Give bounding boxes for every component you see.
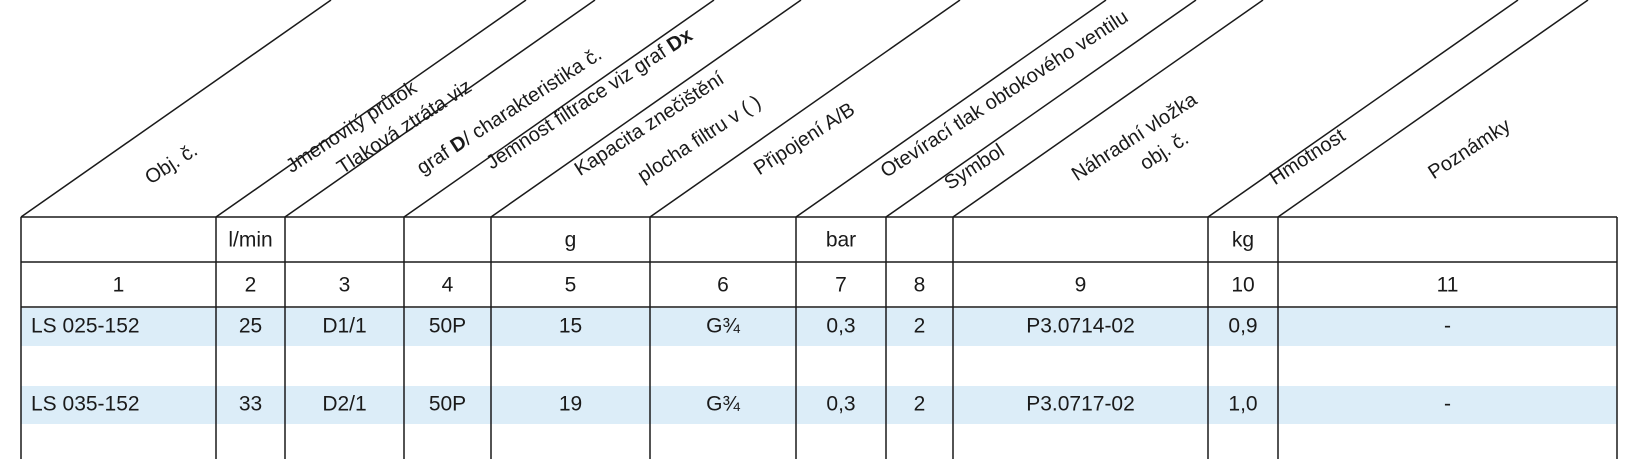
cell: 2 [914, 393, 926, 416]
cell: 2 [245, 274, 257, 297]
header-text: plocha filtru v ( ) [634, 91, 765, 187]
header-label: Symbol [941, 140, 1009, 195]
cell: 0,9 [1228, 315, 1257, 338]
cell: 4 [442, 274, 454, 297]
cell: 1,0 [1228, 393, 1257, 416]
header-label: Obj. č. [141, 139, 201, 189]
header-label: plocha filtru v ( ) [634, 91, 765, 187]
cell: 5 [565, 274, 577, 297]
header-text: Připojení A/B [750, 99, 859, 180]
cell: l/min [228, 229, 272, 252]
diag-rule [1207, 0, 1519, 218]
cell: 11 [1437, 274, 1459, 297]
diag-rule [284, 0, 596, 218]
cell: G¾ [706, 393, 740, 416]
header-text: Hmotnost [1266, 125, 1350, 190]
header-label: Poznámky [1424, 115, 1514, 184]
cell: g [565, 229, 577, 252]
row-band [21, 386, 1617, 424]
diag-rule [952, 0, 1264, 218]
cell: P3.0717-02 [1026, 393, 1135, 416]
diag-rule [215, 0, 527, 218]
diag-rule [490, 0, 802, 218]
cell: - [1444, 393, 1451, 416]
cell: - [1444, 315, 1451, 338]
cell: D1/1 [322, 315, 366, 338]
cell: 33 [239, 393, 262, 416]
cell: 15 [559, 315, 582, 338]
header-text: Symbol [941, 140, 1009, 195]
cell: LS 035-152 [31, 393, 140, 416]
cell: LS 025-152 [31, 315, 140, 338]
diag-rule [20, 0, 332, 218]
cell: 0,3 [826, 393, 855, 416]
cell: 9 [1075, 274, 1087, 297]
cell: bar [826, 229, 856, 252]
cell: 7 [835, 274, 847, 297]
cell: G¾ [706, 315, 740, 338]
diag-rule [1277, 0, 1589, 218]
cell: P3.0714-02 [1026, 315, 1135, 338]
cell: 8 [914, 274, 926, 297]
header-text: Obj. č. [141, 139, 201, 189]
cell: 50P [429, 393, 466, 416]
header-label: Připojení A/B [750, 99, 859, 180]
cell: D2/1 [322, 393, 366, 416]
diag-rule [885, 0, 1197, 218]
cell: 1 [113, 274, 125, 297]
diag-rule [403, 0, 715, 218]
cell: 3 [339, 274, 351, 297]
cell: 0,3 [826, 315, 855, 338]
header-label: Hmotnost [1266, 125, 1350, 190]
cell: 50P [429, 315, 466, 338]
cell: kg [1232, 229, 1254, 252]
cell: 25 [239, 315, 262, 338]
header-text: Poznámky [1424, 115, 1514, 184]
row-band [21, 308, 1617, 346]
cell: 2 [914, 315, 926, 338]
cell: 19 [559, 393, 582, 416]
cell: 6 [717, 274, 729, 297]
diag-rule [649, 0, 961, 218]
cell: 10 [1231, 274, 1254, 297]
diag-rule [795, 0, 1107, 218]
